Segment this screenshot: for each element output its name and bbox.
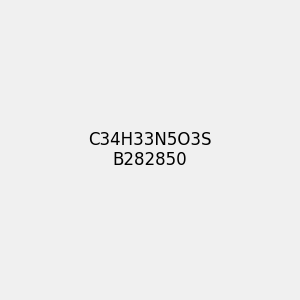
Text: C34H33N5O3S
B282850: C34H33N5O3S B282850 — [88, 130, 212, 170]
